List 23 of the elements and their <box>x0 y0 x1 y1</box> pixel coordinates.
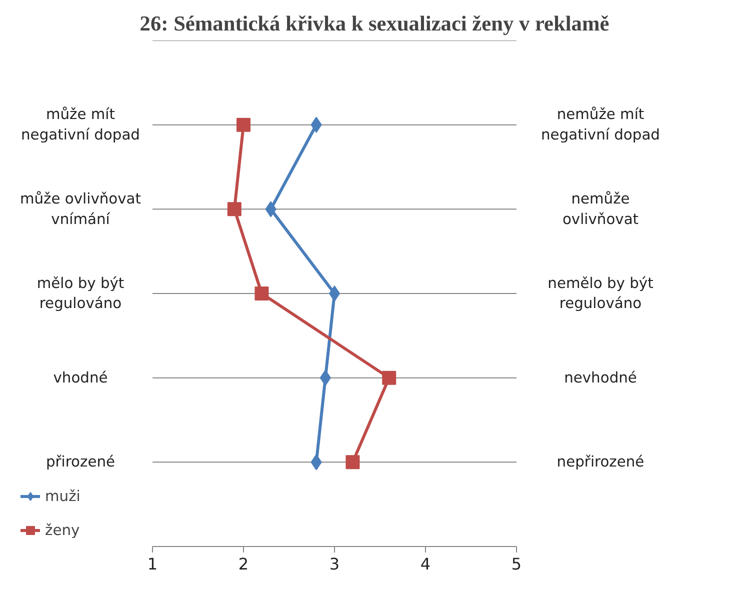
point <box>227 202 242 216</box>
chart-title: 26: Sémantická křivka k sexualizaci ženy v reklamě <box>140 12 610 36</box>
y2-tick-label: nemělo by být regulováno <box>548 274 654 312</box>
y-tick-label: může mít negativní dopad <box>21 106 140 144</box>
point <box>382 370 396 385</box>
legend-label: muži <box>45 488 80 504</box>
point <box>346 455 360 470</box>
y-tick-label: může ovlivňovat vnímání <box>20 190 142 228</box>
x-tick-label: 3 <box>329 554 340 574</box>
x-tick-label: 1 <box>147 554 158 574</box>
x-tick-label: 5 <box>511 554 522 574</box>
y-tick-label: vhodné <box>53 369 108 386</box>
point <box>254 286 269 300</box>
y2-tick-label: nemůže ovlivňovat <box>562 190 639 228</box>
x-tick-label: 2 <box>238 554 249 574</box>
y-tick-label: přirozené <box>46 454 116 471</box>
y-tick-label: mělo by být regulováno <box>36 274 124 312</box>
x-tick-label: 4 <box>420 554 431 574</box>
y2-tick-label: nemůže mít negativní dopad <box>541 106 660 144</box>
point <box>236 118 250 132</box>
y2-tick-label: nevhodné <box>564 369 637 386</box>
legend-label: ženy <box>45 522 80 538</box>
y2-tick-label: nepřirozené <box>556 454 644 471</box>
